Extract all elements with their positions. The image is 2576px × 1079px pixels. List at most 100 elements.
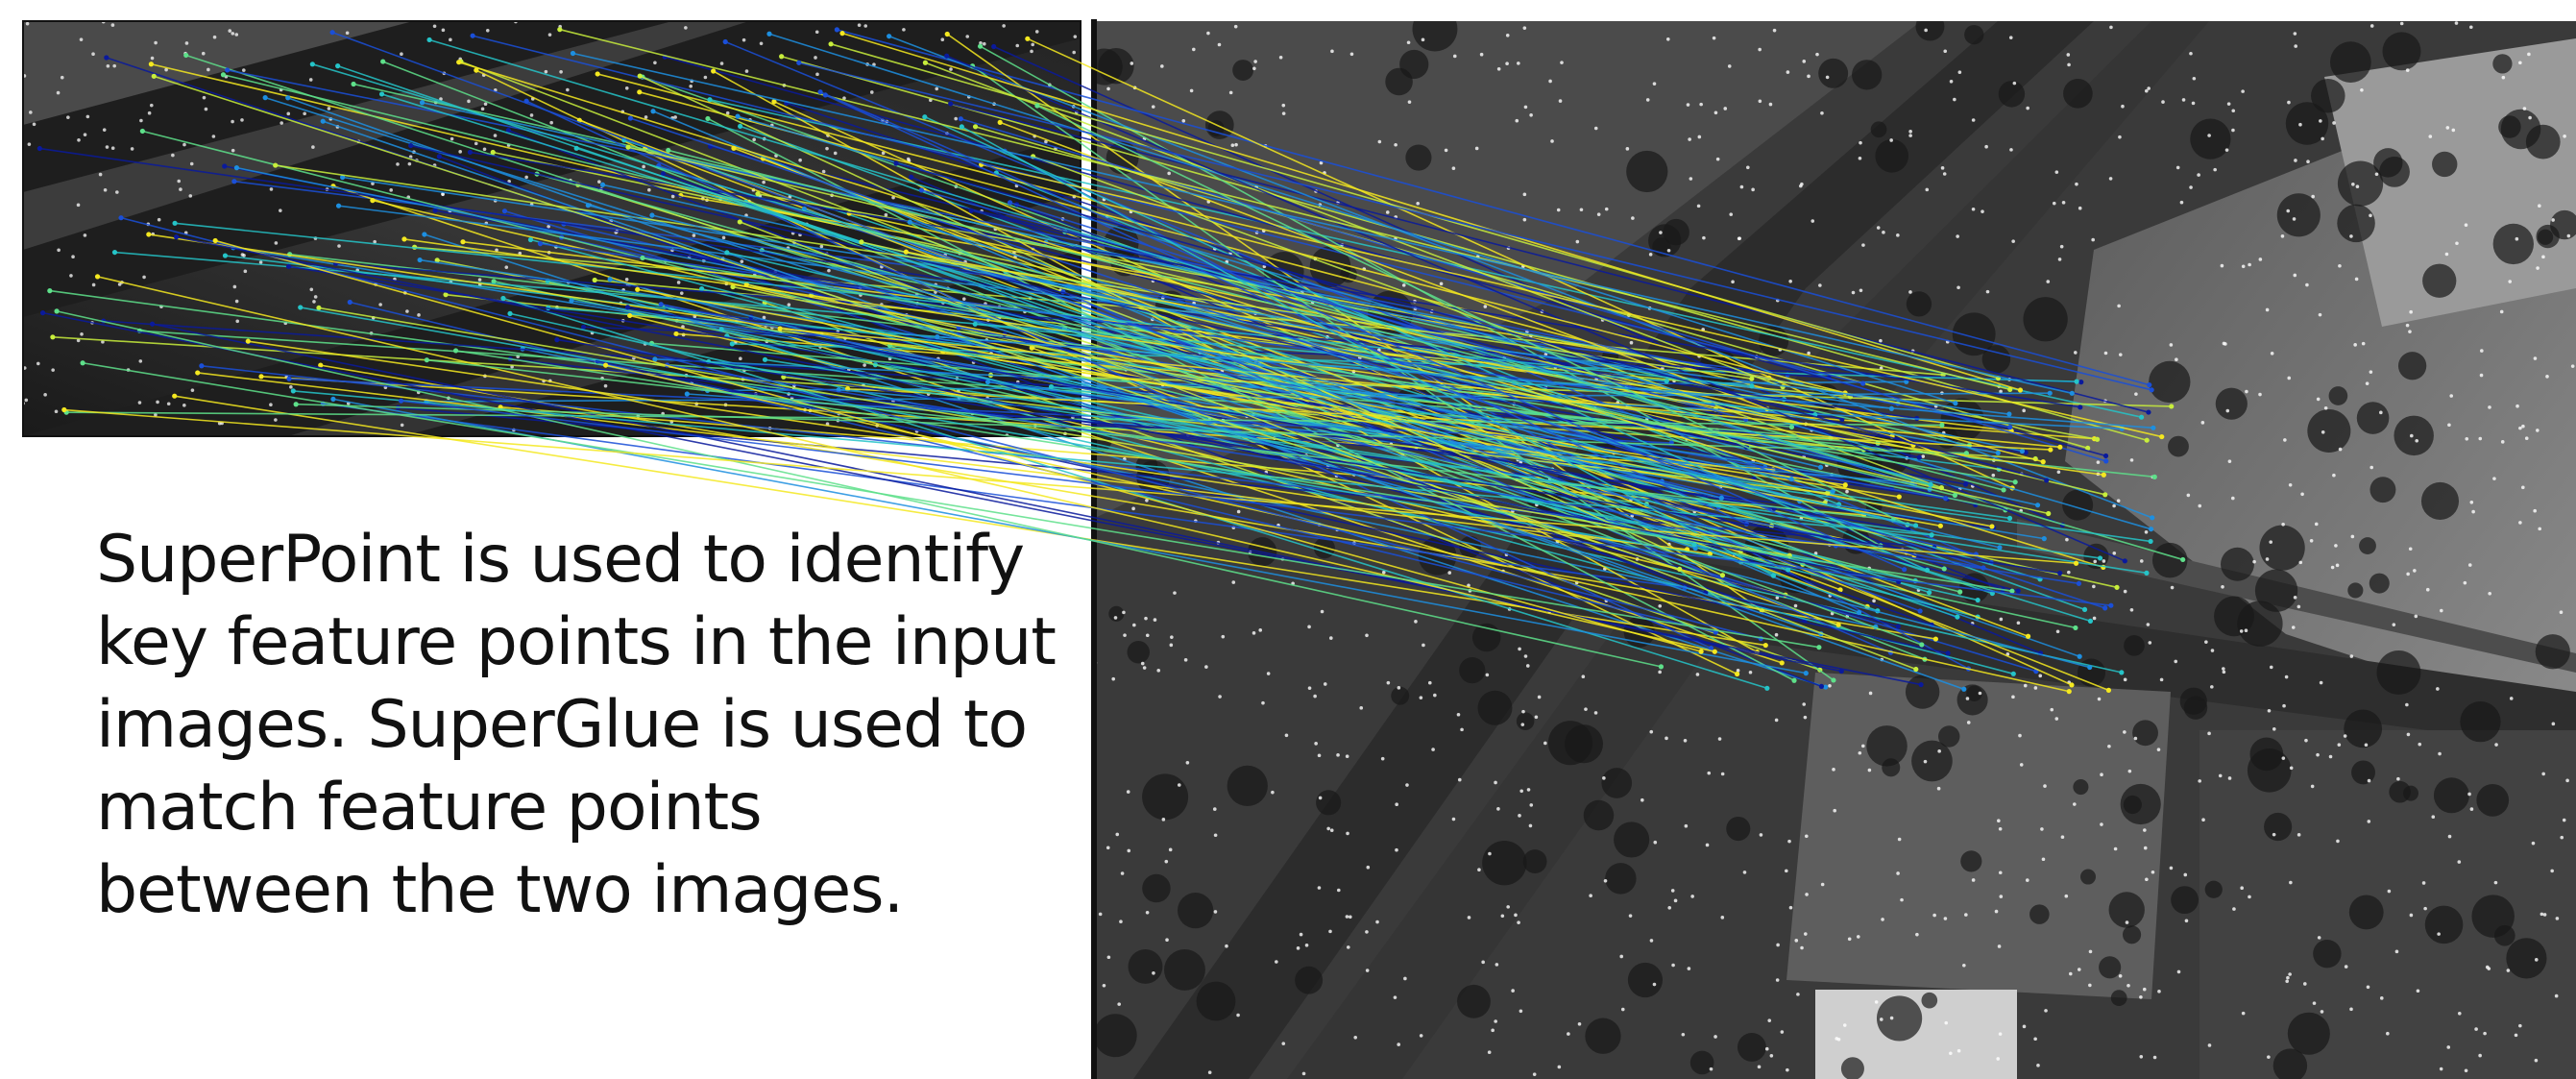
match-line xyxy=(972,65,1835,681)
match-line xyxy=(667,364,2079,585)
keypoint xyxy=(1785,869,1788,873)
matched-keypoint xyxy=(316,305,322,311)
matched-keypoint xyxy=(658,302,664,307)
keypoint xyxy=(1645,98,1650,102)
keypoint xyxy=(2464,223,2468,228)
tree-blob xyxy=(2124,634,2145,656)
matched-keypoint xyxy=(501,208,508,214)
keypoint xyxy=(240,118,244,122)
keypoint xyxy=(1681,1032,1686,1037)
keypoint xyxy=(85,114,90,119)
matched-keypoint xyxy=(984,379,991,385)
keypoint xyxy=(1858,156,1862,160)
matched-keypoint xyxy=(1677,566,1683,572)
keypoint xyxy=(2265,307,2270,312)
keypoint xyxy=(2488,405,2491,409)
keypoint xyxy=(2387,889,2392,894)
keypoint xyxy=(2139,559,2144,563)
keypoint xyxy=(1775,596,1780,600)
keypoint xyxy=(1168,847,1173,852)
keypoint xyxy=(1416,201,1421,206)
keypoint xyxy=(1775,978,1780,982)
matched-keypoint xyxy=(2102,605,2108,611)
matched-keypoint xyxy=(777,326,783,331)
keypoint xyxy=(2439,1067,2443,1071)
matched-keypoint xyxy=(2046,510,2052,517)
keypoint xyxy=(231,119,234,124)
keypoint xyxy=(2457,860,2462,864)
keypoint xyxy=(1649,939,1654,943)
keypoint xyxy=(2038,674,2043,678)
matched-keypoint xyxy=(2006,515,2013,521)
tree-blob xyxy=(2476,784,2510,817)
keypoint xyxy=(171,153,175,158)
keypoint xyxy=(2291,625,2296,629)
keypoint xyxy=(2304,738,2308,743)
keypoint xyxy=(27,142,32,146)
keypoint xyxy=(1604,207,1609,211)
keypoint xyxy=(1593,711,1598,715)
matched-keypoint xyxy=(2122,558,2127,564)
keypoint xyxy=(2109,25,2113,30)
keypoint xyxy=(1820,882,1825,887)
matched-keypoint xyxy=(557,27,563,33)
match-line xyxy=(946,55,2126,562)
match-lines xyxy=(36,27,2186,695)
match-line xyxy=(925,61,1784,388)
keypoint xyxy=(2230,496,2235,501)
keypoint xyxy=(2474,1027,2478,1031)
matched-keypoint xyxy=(637,73,643,79)
keypoint xyxy=(1152,970,1155,975)
keypoint xyxy=(2092,584,2096,589)
keypoint xyxy=(190,388,195,392)
keypoint xyxy=(2492,477,2496,480)
keypoint xyxy=(1671,963,1675,968)
keypoint xyxy=(228,29,232,33)
keypoint xyxy=(2123,730,2126,734)
tree-blob xyxy=(1605,863,1637,895)
keypoint xyxy=(1236,509,1241,514)
keypoint xyxy=(2191,101,2196,106)
keypoint xyxy=(2147,86,2151,90)
tree-blob xyxy=(2237,601,2283,647)
keypoint xyxy=(2065,537,2069,542)
keypoint xyxy=(1593,126,1598,131)
keypoint xyxy=(2467,563,2472,567)
keypoint xyxy=(1111,676,1116,681)
keypoint xyxy=(2011,695,2015,699)
keypoint xyxy=(965,35,970,38)
keypoint xyxy=(2224,148,2229,152)
tree-blob xyxy=(2344,709,2383,748)
matched-keypoint xyxy=(351,81,356,87)
matched-keypoint xyxy=(972,124,979,130)
tree-blob xyxy=(1585,1018,1621,1054)
keypoint xyxy=(1956,1048,1961,1053)
keypoint xyxy=(1491,1028,1495,1033)
keypoint xyxy=(2241,264,2246,269)
tree-blob xyxy=(2285,102,2329,145)
matched-keypoint xyxy=(309,61,315,67)
keypoint xyxy=(117,282,122,286)
keypoint xyxy=(2075,182,2078,186)
keypoint xyxy=(2311,194,2315,199)
matched-keypoint xyxy=(1917,608,1923,614)
keypoint xyxy=(2151,870,2155,874)
match-line xyxy=(472,35,1863,384)
keypoint xyxy=(1488,851,1492,856)
keypoint xyxy=(179,187,182,191)
tree-blob xyxy=(2550,209,2576,240)
keypoint xyxy=(2293,596,2297,600)
tree-blob xyxy=(2403,785,2419,801)
keypoint xyxy=(240,253,245,257)
tree-blob xyxy=(2348,895,2384,930)
tree-blob xyxy=(2379,156,2410,187)
keypoint xyxy=(1759,833,1763,837)
keypoint xyxy=(1788,905,1793,910)
keypoint xyxy=(441,192,445,197)
keypoint xyxy=(1689,177,1693,181)
keypoint xyxy=(2272,832,2276,837)
keypoint xyxy=(2323,406,2328,410)
keypoint xyxy=(1281,1042,1286,1045)
matched-keypoint xyxy=(1712,649,1717,654)
keypoint xyxy=(407,161,412,166)
